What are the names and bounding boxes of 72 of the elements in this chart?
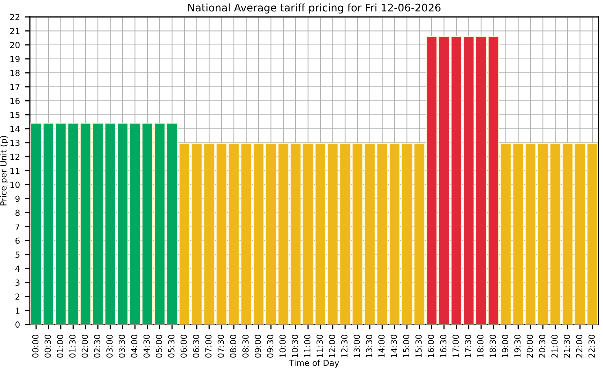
y-tick-label: 0 [16, 322, 20, 328]
y-tick-label: 22 [10, 14, 20, 20]
y-tick-label: 15 [10, 112, 20, 118]
x-tick-label: 15:00 [403, 334, 410, 358]
x-axis-title: Time of Day [289, 360, 340, 368]
x-tick-label: 21:30 [564, 334, 570, 358]
x-tick-label: 13:30 [366, 334, 373, 358]
y-tick-label: 9 [16, 196, 20, 202]
x-tick-label: 10:30 [292, 334, 298, 358]
y-tick-label: 7 [16, 224, 20, 230]
x-tick-label: 11:00 [304, 334, 311, 358]
y-tick-label: 21 [10, 28, 20, 34]
y-tick-label: 1 [16, 308, 20, 314]
y-tick-label: 10 [10, 182, 20, 188]
y-tick-label: 5 [16, 252, 20, 258]
x-tick-label: 05:00 [156, 334, 162, 358]
x-tick-label: 17:30 [465, 334, 472, 358]
x-tick-label: 20:30 [539, 334, 546, 358]
x-tick-label: 07:30 [218, 334, 224, 358]
y-tick-label: 11 [10, 168, 20, 174]
x-tick-label: 04:30 [144, 334, 150, 358]
y-tick-label: 3 [16, 280, 20, 286]
x-tick-label: 19:30 [514, 334, 521, 358]
x-tick-label: 18:30 [490, 334, 496, 358]
x-tick-label: 19:00 [502, 334, 508, 358]
x-tick-label: 21:00 [552, 334, 558, 358]
x-tick-label: 12:00 [329, 334, 336, 358]
y-tick-label: 6 [16, 238, 20, 244]
y-tick-label: 4 [16, 266, 20, 272]
x-tick-label: 06:30 [193, 334, 200, 358]
x-tick-label: 18:00 [477, 334, 484, 358]
x-tick-label: 12:30 [341, 334, 348, 358]
x-tick-label: 14:30 [390, 334, 398, 358]
x-tick-label: 11:30 [316, 334, 324, 358]
x-tick-label: 16:00 [428, 334, 434, 358]
x-tick-label: 16:30 [440, 334, 447, 358]
y-tick-label: 18 [10, 70, 20, 76]
x-tick-label: 15:30 [416, 334, 422, 358]
y-tick-label: 8 [16, 210, 20, 216]
chart-title: National Average tariff pricing for Fri 12-06-2026 [188, 4, 441, 14]
y-tick-label: 14 [10, 126, 20, 132]
x-tick-label: 03:30 [118, 334, 126, 358]
x-tick-label: 14:00 [378, 334, 385, 358]
y-tick-label: 13 [10, 140, 20, 146]
y-tick-label: 20 [10, 42, 20, 48]
x-tick-label: 13:00 [354, 334, 360, 358]
x-tick-label: 04:00 [131, 334, 138, 358]
y-tick-label: 16 [10, 98, 20, 104]
y-tick-label: 2 [16, 294, 20, 300]
x-tick-label: 00:00 [32, 334, 39, 358]
x-tick-label: 00:30 [44, 334, 52, 358]
x-tick-label: 02:00 [82, 334, 88, 358]
x-tick-label: 17:00 [452, 334, 460, 358]
x-tick-label: 06:00 [180, 334, 188, 358]
y-axis-title: Price per Unit (p) [0, 136, 8, 206]
x-tick-label: 07:00 [206, 334, 212, 358]
x-tick-label: 01:30 [70, 334, 76, 358]
x-tick-label: 08:00 [230, 334, 237, 358]
x-tick-label: 22:00 [576, 334, 583, 358]
x-tick-label: 09:00 [254, 334, 262, 358]
x-tick-label: 10:00 [280, 334, 286, 358]
x-tick-label: 20:00 [526, 334, 534, 358]
x-tick-label: 09:30 [267, 334, 274, 358]
y-tick-label: 19 [10, 56, 20, 62]
x-tick-label: 08:30 [242, 334, 249, 358]
x-tick-label: 03:00 [106, 334, 113, 358]
x-tick-label: 05:30 [168, 334, 175, 358]
y-tick-label: 17 [10, 84, 20, 90]
x-tick-label: 22:30 [588, 334, 596, 358]
x-tick-label: 01:00 [57, 334, 64, 358]
y-tick-label: 12 [10, 154, 20, 160]
x-tick-label: 02:30 [94, 334, 101, 358]
